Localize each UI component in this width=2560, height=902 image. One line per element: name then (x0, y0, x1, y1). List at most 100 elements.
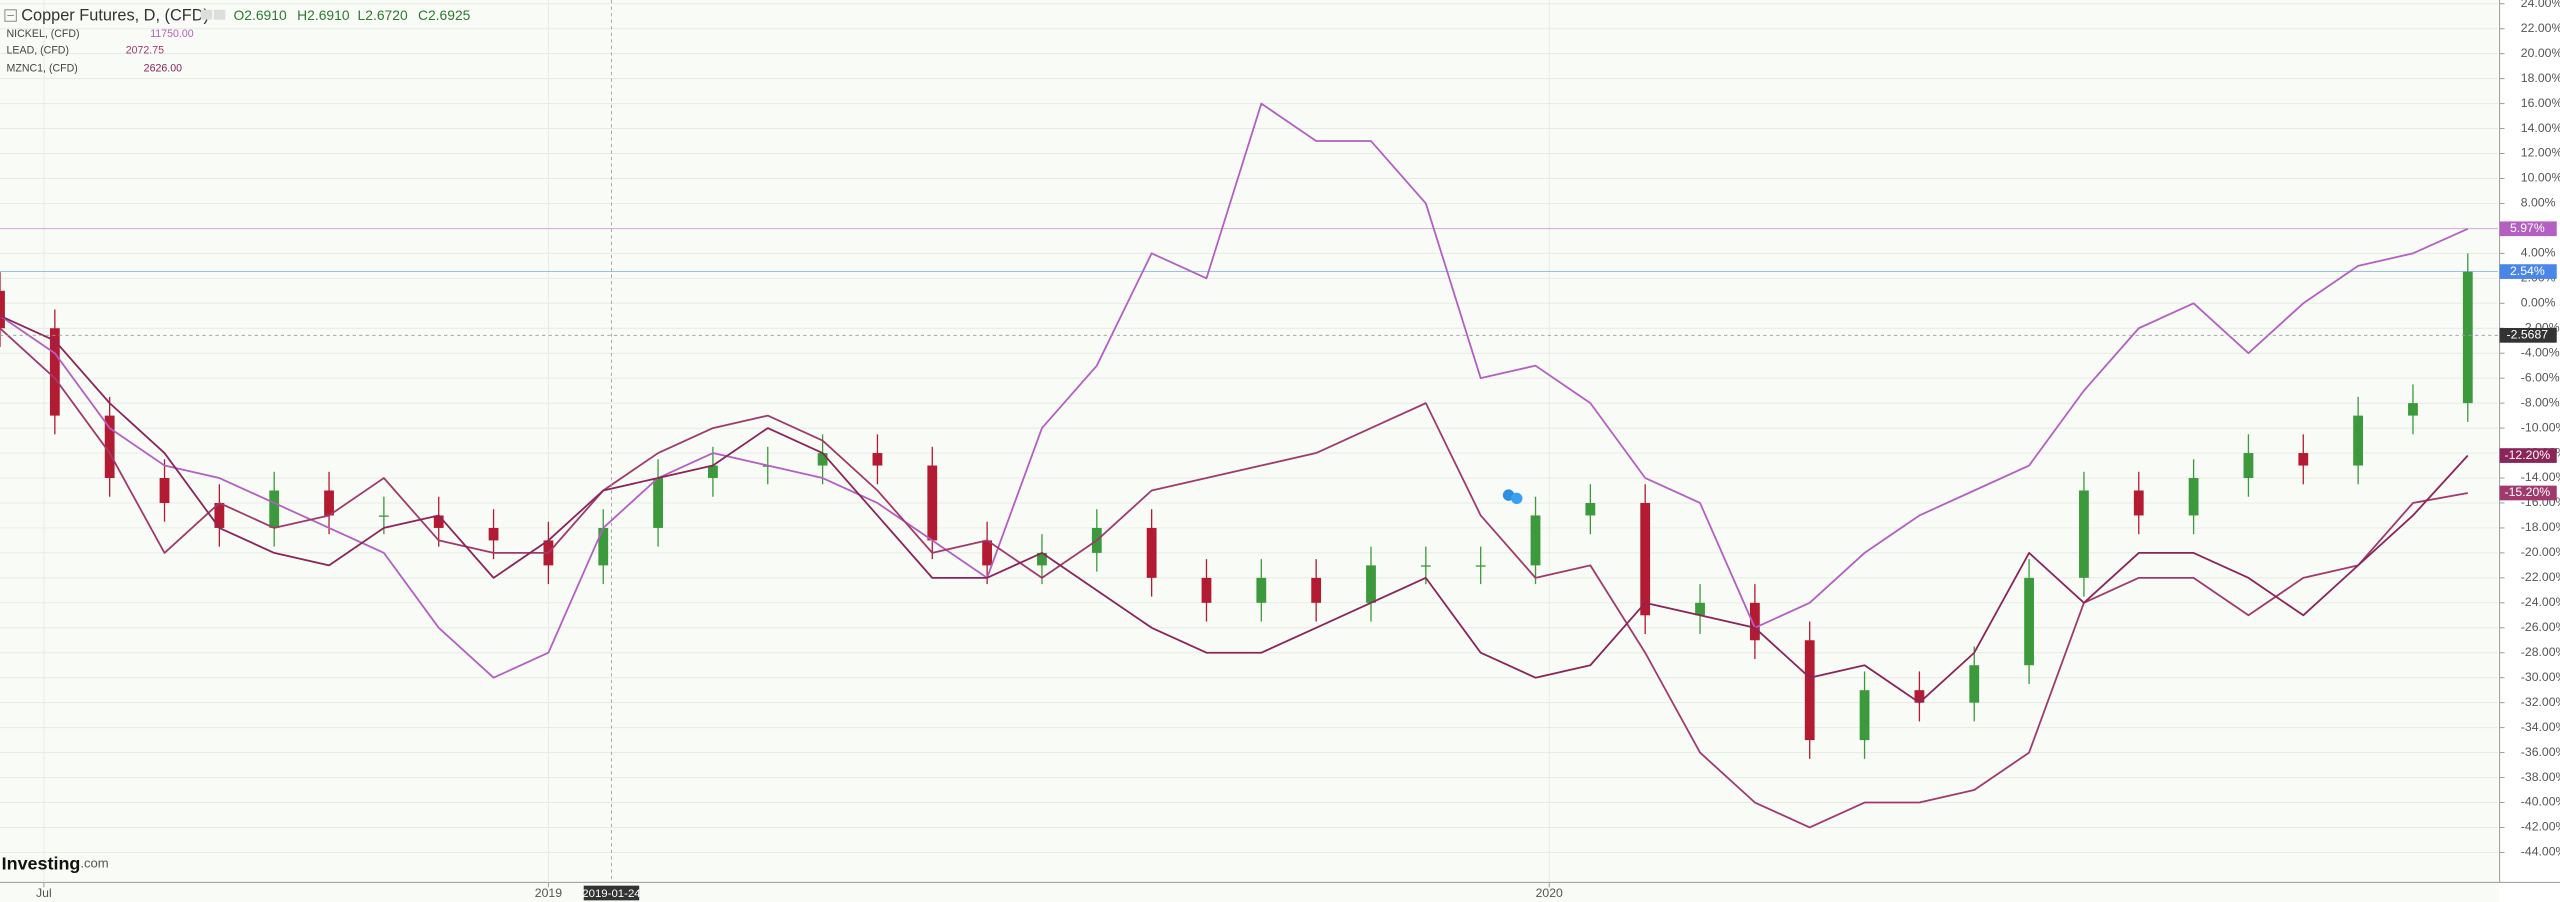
candle-body (1530, 515, 1541, 566)
x-tick-label: 2020 (1536, 886, 1563, 900)
last-value-label: 5.97% (2510, 221, 2545, 235)
candle-body (1914, 690, 1925, 703)
candle-body (1420, 565, 1431, 567)
candle-body (1859, 690, 1870, 741)
legend-rows: O2.6910 H2.6910 L2.6720 C2.6925 NICKEL, (CFD… (7, 7, 471, 74)
legend-quote: O2.6910 (233, 7, 286, 23)
y-tick-label: -42.00% (2521, 820, 2560, 834)
legend-quote: 11750.00 (150, 28, 194, 40)
y-tick-label: -10.00% (2521, 420, 2560, 434)
candle-body (872, 453, 883, 466)
collapse-icon[interactable] (4, 9, 17, 22)
candle-body (269, 490, 280, 528)
candle-body (159, 478, 170, 503)
candle-body (927, 465, 938, 541)
candle-body (0, 290, 5, 329)
last-value-badge (2499, 448, 2557, 463)
candle-body (1475, 565, 1486, 567)
y-tick-label: -38.00% (2521, 770, 2560, 784)
y-tick-label: -34.00% (2521, 720, 2560, 734)
y-tick-label: -14.00% (2521, 470, 2560, 484)
watermark: Investing.com (2, 853, 109, 873)
y-tick-label: -26.00% (2521, 620, 2560, 634)
event-bubble[interactable] (1511, 492, 1523, 505)
y-tick-label: 18.00% (2521, 71, 2560, 85)
candle-body (1037, 552, 1047, 566)
candle-body (2079, 490, 2089, 578)
series-line (0, 327, 2468, 829)
series-line (0, 102, 2469, 679)
legend-quote: C2.6925 (418, 7, 471, 23)
legend-name: NICKEL, (CFD) (7, 28, 80, 40)
y-tick-label: -8.00% (2521, 395, 2560, 409)
legend: Copper Futures, D, (CFD) O2.6910 H2.6910 L… (4, 7, 471, 74)
watermark-brand: Investing (2, 853, 81, 873)
y-tick-label: -32.00% (2521, 695, 2560, 709)
y-tick-label: 14.00% (2521, 121, 2560, 135)
legend-quote: L2.6720 (358, 7, 408, 23)
y-tick-label: 8.00% (2521, 196, 2556, 210)
y-tick-label: 16.00% (2521, 96, 2560, 110)
series-line (0, 314, 2469, 704)
crosshair-x-badge (583, 885, 640, 901)
legend-icon[interactable] (200, 9, 213, 20)
legend-name: LEAD, (CFD) (7, 44, 69, 56)
crosshair-y-label: -2.5687 (2507, 328, 2549, 342)
legend-quote: 2626.00 (144, 62, 182, 74)
candle-body (2188, 478, 2199, 516)
candle-body (982, 540, 993, 566)
legend-title: Copper Futures, D, (CFD) (21, 7, 209, 25)
crosshair-y-badge (2499, 327, 2557, 343)
y-tick-label: -4.00% (2521, 345, 2560, 359)
candle-body (1640, 502, 1651, 616)
y-tick-label: -40.00% (2521, 795, 2560, 809)
y-tick-label: -24.00% (2521, 595, 2560, 609)
event-marker[interactable] (1502, 489, 1523, 505)
plot (0, 102, 2473, 829)
candle-body (1146, 527, 1157, 578)
legend-name: MZNC1, (CFD) (7, 62, 78, 74)
candle-body (2024, 577, 2034, 666)
last-value-badge (2499, 264, 2557, 279)
candle-body (214, 502, 225, 528)
candle-body (1585, 502, 1596, 516)
legend-icon[interactable] (213, 9, 226, 20)
y-tick-label: 20.00% (2521, 46, 2560, 60)
last-value-label: 2.54% (2510, 264, 2545, 278)
y-tick-label: -22.00% (2521, 570, 2560, 584)
last-value-label: -12.20% (2505, 448, 2551, 462)
candle-body (49, 328, 60, 416)
x-tick-label: 2019 (535, 886, 562, 900)
candle-body (1969, 665, 1980, 703)
candle-body (1749, 602, 1760, 641)
candle-body (1366, 565, 1376, 603)
candle-body (2408, 403, 2418, 416)
last-value-badge (2499, 485, 2557, 501)
candle-body (1201, 577, 1212, 603)
candle-body (488, 527, 499, 541)
y-tick-label: 10.00% (2521, 171, 2560, 185)
y-tick-label: -28.00% (2521, 645, 2560, 659)
candle-body (1256, 577, 1267, 603)
legend-quote: H2.6910 (297, 7, 350, 23)
candle-body (2298, 453, 2309, 466)
candle-body (2353, 415, 2364, 466)
candle-body (378, 515, 389, 517)
y-tick-label: -20.00% (2521, 545, 2560, 559)
y-tick-label: -44.00% (2521, 845, 2560, 859)
candle-body (1311, 577, 1322, 603)
y-tick-label: -30.00% (2521, 670, 2560, 684)
candle-body (2133, 490, 2144, 516)
y-tick-label: 12.00% (2521, 146, 2560, 160)
y-tick-label: -6.00% (2521, 370, 2560, 384)
y-tick-label: 24.00% (2521, 0, 2560, 10)
y-tick-label: 4.00% (2521, 246, 2556, 260)
crosshair-x-label: 2019-01-24 (582, 888, 641, 900)
candle-body (708, 465, 718, 479)
legend-quote: 2072.75 (126, 44, 164, 56)
candle-body (2243, 453, 2254, 479)
